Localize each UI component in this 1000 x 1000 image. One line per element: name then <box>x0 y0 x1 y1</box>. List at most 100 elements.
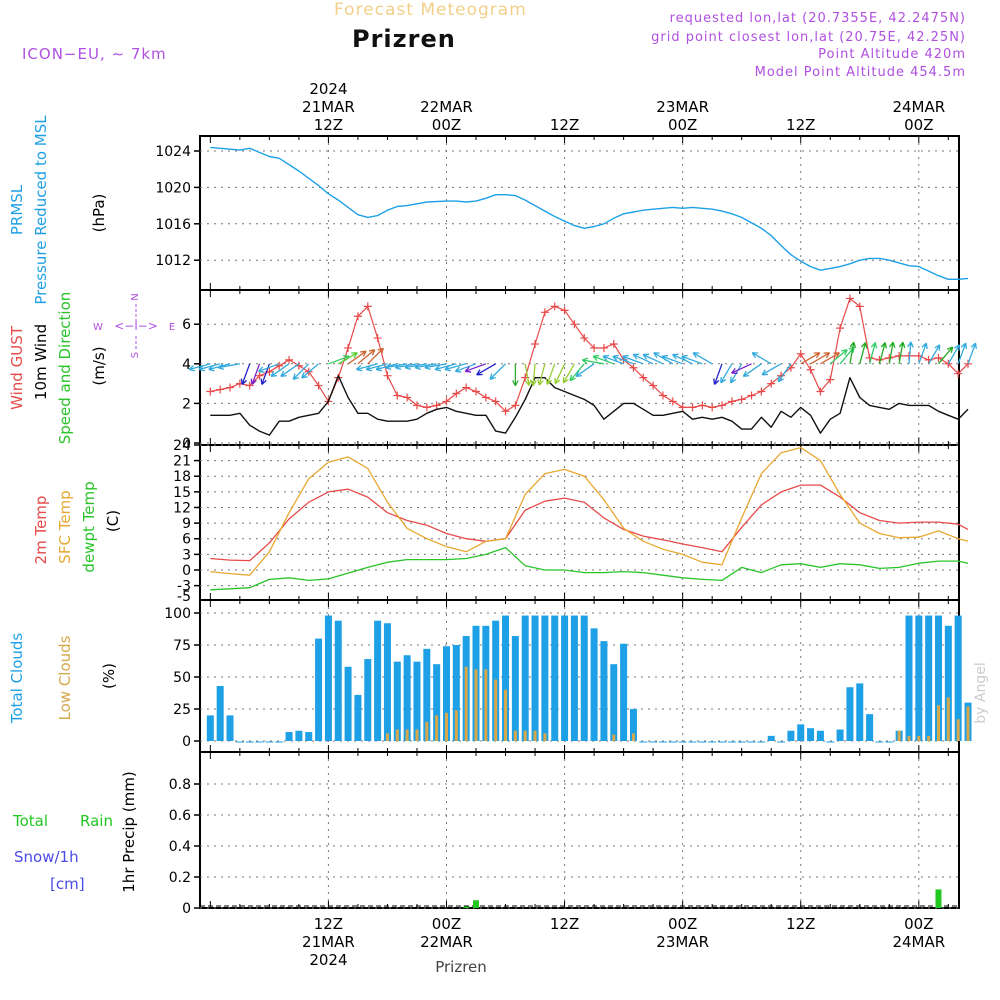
total-cloud-bar <box>374 620 382 741</box>
wind-direction-arrow <box>742 363 762 378</box>
low-cloud-bar <box>444 712 448 741</box>
footer-location: Prizren <box>435 958 487 976</box>
wind-direction-arrow <box>301 363 319 379</box>
wind-direction-arrow <box>414 363 437 370</box>
low-cloud-bar <box>454 710 458 741</box>
total-cloud-bar <box>531 615 539 741</box>
y-tick-label: 0.8 <box>169 777 191 793</box>
gust-marker <box>678 403 687 412</box>
low-cloud-bar <box>956 719 960 741</box>
low-cloud-bar <box>513 730 517 741</box>
compass-east-label: E <box>169 322 175 333</box>
total-cloud-bar <box>295 730 303 741</box>
x-tick-label-bottom: 12Z <box>314 915 343 933</box>
y-tick-label: 21 <box>173 454 191 470</box>
wind-direction-arrow <box>820 352 841 365</box>
wind-direction-arrow <box>569 363 585 382</box>
total-cloud-bar <box>944 625 952 741</box>
total-cloud-bar <box>600 641 608 741</box>
total-cloud-bar <box>423 648 431 741</box>
total-cloud-bar <box>315 638 323 741</box>
wind-direction-arrow <box>476 363 497 376</box>
low-cloud-bar <box>907 735 911 741</box>
gust-marker <box>314 381 323 390</box>
y-tick-label: 1024 <box>155 144 191 160</box>
y-tick-label: -3 <box>177 579 191 595</box>
temp-unit-label: (C) <box>104 510 122 532</box>
wind-direction-arrow <box>642 353 664 365</box>
gust-marker <box>609 340 618 348</box>
gust-marker <box>806 365 815 374</box>
wind-direction-arrow <box>444 363 467 372</box>
gust-marker <box>767 379 776 388</box>
y-tick-label: 0 <box>182 563 191 579</box>
gust-marker <box>472 387 481 396</box>
low-cloud-bar <box>966 706 970 741</box>
wind-direction-arrow <box>537 363 546 386</box>
total-cloud-bar <box>580 615 588 741</box>
total-cloud-bar <box>797 724 805 741</box>
y-tick-label: 0.6 <box>169 808 191 824</box>
total-cloud-bar <box>433 664 441 741</box>
total-cloud-bar <box>305 732 313 741</box>
gust-marker <box>275 361 284 370</box>
wind-direction-arrow <box>454 363 477 373</box>
total-cloud-bar <box>610 664 618 741</box>
precip-snow-unit-label: [cm] <box>50 875 85 893</box>
wind-direction-arrow <box>385 363 408 370</box>
total-cloud-bar <box>816 730 824 741</box>
gust-marker <box>491 397 500 406</box>
gust-marker <box>757 387 766 396</box>
low-cloud-bar <box>533 730 537 741</box>
gust-marker <box>442 397 451 406</box>
wind-direction-arrow <box>829 349 848 365</box>
gust-marker <box>422 403 431 412</box>
y-tick-label: 24 <box>173 438 191 454</box>
total-cloud-bar <box>925 615 933 741</box>
gust-marker <box>501 407 510 416</box>
precip-total-label: Total <box>12 812 48 830</box>
low-cloud-bar <box>504 689 508 741</box>
rain-bar <box>473 900 480 908</box>
y-tick-label: 0.4 <box>169 839 191 855</box>
y-tick-label: 2 <box>182 396 191 412</box>
wind-direction-arrow <box>258 363 280 373</box>
wind-direction-arrow <box>720 363 733 384</box>
wind-direction-arrow <box>849 341 857 364</box>
y-tick-label: 6 <box>182 532 191 548</box>
wind-direction-arrow <box>394 363 418 370</box>
temp-2m-label: 2m Temp <box>32 496 50 565</box>
total-cloud-bar <box>502 615 510 741</box>
panel-frame-2 <box>199 444 960 601</box>
x-tick-label-top: 12Z <box>550 116 579 134</box>
low-cloud-bar <box>927 735 931 741</box>
gust-marker <box>727 397 736 406</box>
total-cloud-bar <box>767 735 775 741</box>
wind-direction-arrow <box>898 341 906 364</box>
total-cloud-bar <box>285 732 293 741</box>
gust-marker <box>412 401 421 410</box>
wind-direction-arrow <box>357 349 376 365</box>
page-title: Prizren <box>352 25 456 53</box>
gust-marker <box>747 391 756 400</box>
rain-bar <box>463 906 470 908</box>
wind-direction-arrow <box>672 353 693 365</box>
compass-west-label: W <box>93 322 103 333</box>
gust-marker <box>816 387 825 396</box>
gust-label: Wind GUST <box>8 325 26 410</box>
low-cloud-bar <box>464 666 468 741</box>
precip-rain-label: Rain <box>80 812 113 830</box>
wind-direction-arrow <box>751 352 772 365</box>
wind-direction-arrow <box>365 363 388 372</box>
x-tick-label-top: 12Z <box>786 116 815 134</box>
x-tick-label-top: 00Z <box>904 116 933 134</box>
y-tick-label: 3 <box>182 547 191 563</box>
wind-direction-arrow <box>859 342 868 364</box>
wind-direction-arrow <box>434 363 457 372</box>
grid-point-coords: grid point closest lon,lat (20.75E, 42.2… <box>651 30 966 45</box>
gust-marker <box>550 302 559 311</box>
x-tick-label-top: 21MAR <box>302 98 355 116</box>
low-cloud-bar <box>484 669 488 741</box>
total-cloud-bar <box>334 620 342 741</box>
